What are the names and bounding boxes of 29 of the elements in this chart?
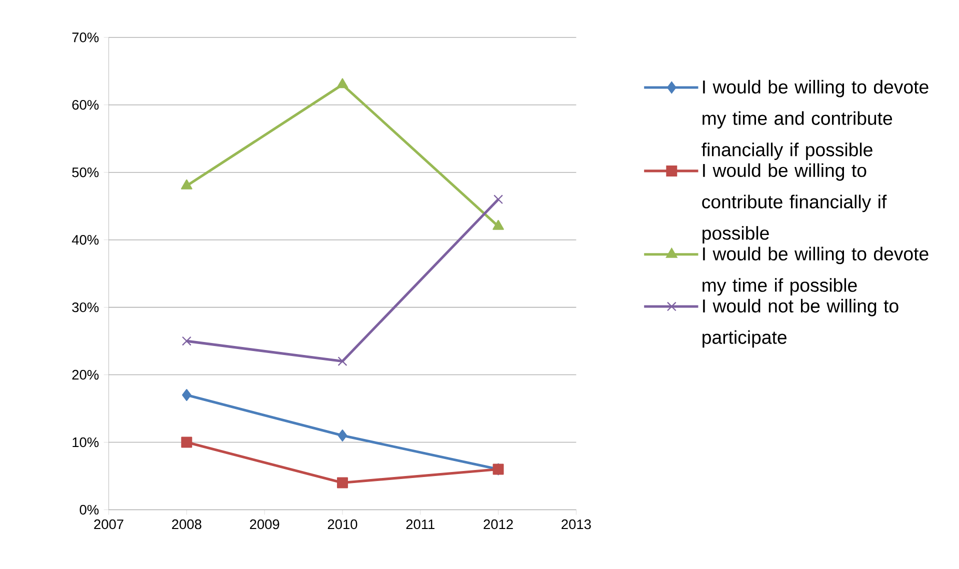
point [492,220,504,230]
point [182,389,192,402]
point [182,336,192,346]
point [494,194,504,204]
point [336,78,348,88]
x-tick-label: 2007 [94,520,124,530]
point [336,477,348,488]
legend-label: I would not be willing to participate [702,298,898,348]
legend-label: I would be willing to devote my time if possible [702,246,928,296]
legend-label: I would be willing to contribute financially if possible [702,163,887,244]
legend-label: I would be willing to devote my time and contribute financially if possible [702,80,928,160]
x-tick-label: 2012 [484,520,513,530]
y-tick-label: 20% [72,370,99,380]
y-tick-label: 50% [72,168,99,178]
y-tick-label: 30% [72,302,99,312]
x-tick-label: 2013 [562,520,591,530]
x-tick-label: 2008 [172,520,202,530]
x-tick-label: 2010 [328,520,358,530]
y-tick-label: 10% [72,437,99,448]
y-tick-label: 60% [72,100,99,110]
point [338,356,348,366]
x-tick-label: 2009 [250,520,280,530]
y-tick-label: 70% [72,32,99,42]
y-tick-label: 0% [80,504,99,515]
point [181,436,192,448]
x-tick-label: 2011 [406,520,434,530]
y-tick-label: 40% [72,235,99,245]
point [338,430,348,442]
point [180,179,192,190]
